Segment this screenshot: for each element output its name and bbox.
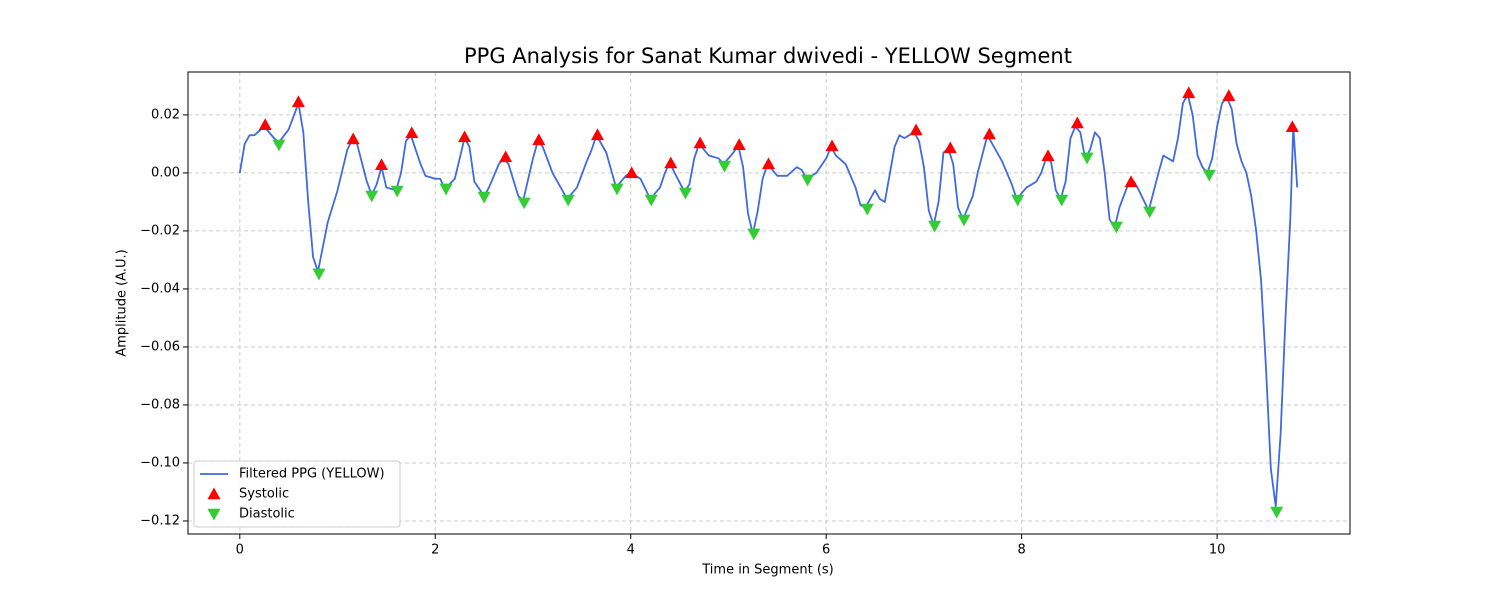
systolic-marker xyxy=(405,126,419,139)
systolic-marker xyxy=(375,158,389,171)
systolic-marker xyxy=(499,150,513,163)
systolic-marker xyxy=(625,166,639,179)
diastolic-marker xyxy=(312,268,326,281)
diastolic-marker xyxy=(272,139,286,152)
diastolic-marker xyxy=(718,160,732,173)
legend-label: Diastolic xyxy=(239,507,295,522)
x-tick-label: 8 xyxy=(1017,543,1025,558)
y-tick-label: −0.02 xyxy=(140,223,180,238)
diastolic-marker xyxy=(390,185,404,198)
systolic-marker xyxy=(1070,116,1084,129)
diastolic-marker xyxy=(610,183,624,196)
legend-marker xyxy=(207,487,221,500)
systolic-marker xyxy=(943,141,957,154)
y-tick-label: 0.02 xyxy=(151,107,180,122)
diastolic-marker xyxy=(1202,169,1216,182)
x-tick-label: 4 xyxy=(627,543,635,558)
legend-box xyxy=(193,460,401,528)
plot-frame xyxy=(187,71,1351,535)
legend-marker xyxy=(207,508,221,521)
systolic-marker xyxy=(1124,175,1138,188)
systolic-marker xyxy=(693,136,707,149)
diastolic-marker xyxy=(644,194,658,207)
y-tick-label: −0.04 xyxy=(140,281,180,296)
y-tick-label: −0.08 xyxy=(140,397,180,412)
systolic-marker xyxy=(291,95,305,108)
y-tick-label: −0.06 xyxy=(140,339,180,354)
chart-title: PPG Analysis for Sanat Kumar dwivedi - Y… xyxy=(464,44,1072,68)
systolic-marker xyxy=(458,130,472,143)
systolic-marker xyxy=(825,139,839,152)
diastolic-marker xyxy=(477,191,491,204)
systolic-marker xyxy=(664,156,678,169)
y-tick-label: 0.00 xyxy=(151,165,180,180)
diastolic-marker xyxy=(1109,221,1123,234)
systolic-marker xyxy=(909,123,923,136)
systolic-marker xyxy=(762,157,776,170)
x-axis-label: Time in Segment (s) xyxy=(701,563,833,578)
systolic-marker xyxy=(346,132,360,145)
systolic-marker xyxy=(1285,120,1299,133)
diastolic-marker xyxy=(1143,206,1157,219)
y-tick-label: −0.12 xyxy=(140,513,180,528)
systolic-marker xyxy=(982,127,996,140)
x-tick-label: 10 xyxy=(1209,543,1226,558)
systolic-marker xyxy=(1182,86,1196,99)
diastolic-marker xyxy=(1011,194,1025,207)
diastolic-marker xyxy=(517,197,531,210)
systolic-marker xyxy=(590,128,604,141)
diastolic-marker xyxy=(439,183,453,196)
diastolic-marker xyxy=(747,228,761,241)
systolic-marker xyxy=(532,133,546,146)
y-axis-label: Amplitude (A.U.) xyxy=(115,249,130,356)
x-tick-label: 6 xyxy=(822,543,830,558)
x-tick-label: 0 xyxy=(236,543,244,558)
diastolic-marker xyxy=(801,174,815,187)
diastolic-marker xyxy=(928,220,942,233)
diastolic-marker xyxy=(1270,506,1284,519)
diastolic-marker xyxy=(1080,152,1094,165)
systolic-marker xyxy=(1222,89,1236,101)
diastolic-marker xyxy=(1055,194,1069,207)
diastolic-marker xyxy=(561,194,575,207)
systolic-marker xyxy=(1041,149,1055,162)
diastolic-marker xyxy=(678,187,692,200)
legend: Filtered PPG (YELLOW) Systolic Diastolic xyxy=(193,460,401,528)
diastolic-marker xyxy=(957,214,971,227)
systolic-marker xyxy=(258,118,272,130)
diastolic-marker xyxy=(860,203,874,216)
diastolic-marker xyxy=(365,190,379,203)
systolic-marker xyxy=(732,138,746,150)
legend-label: Systolic xyxy=(239,487,289,502)
legend-label: Filtered PPG (YELLOW) xyxy=(239,467,385,482)
x-tick-label: 2 xyxy=(431,543,439,558)
y-tick-label: −0.10 xyxy=(140,455,180,470)
ppg-line xyxy=(238,93,1299,508)
